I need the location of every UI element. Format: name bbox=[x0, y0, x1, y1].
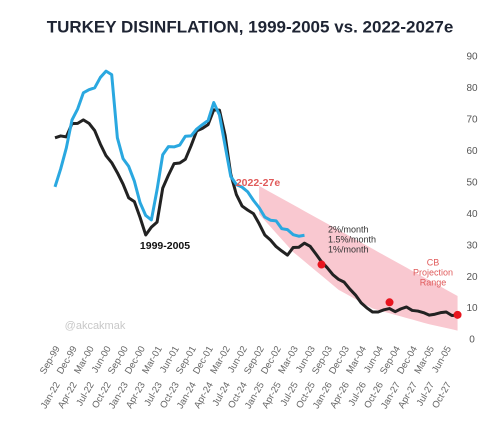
y-tick-label: 0 bbox=[469, 335, 475, 346]
y-tick-label: 70 bbox=[466, 115, 478, 126]
y-tick-label: 80 bbox=[466, 83, 478, 94]
y-tick-label: 40 bbox=[466, 209, 478, 220]
projection-band bbox=[259, 185, 458, 331]
series-line bbox=[54, 108, 458, 317]
y-tick-label: 20 bbox=[466, 272, 478, 283]
series-label: 2022-27e bbox=[236, 177, 281, 189]
cb-label: Range bbox=[420, 277, 447, 287]
y-tick-label: 50 bbox=[466, 177, 478, 188]
annotation: 2%/month bbox=[328, 224, 369, 234]
series-label: 1999-2005 bbox=[140, 240, 190, 252]
annotation: 1.5%/month bbox=[328, 234, 376, 244]
cb-point bbox=[453, 310, 462, 319]
series-line bbox=[53, 69, 305, 238]
cb-label: Projection bbox=[413, 267, 453, 277]
watermark: @akcakmak bbox=[65, 320, 126, 332]
y-tick-label: 90 bbox=[466, 52, 478, 63]
cb-point bbox=[317, 260, 326, 269]
cb-label: CB bbox=[427, 257, 440, 267]
cb-point bbox=[385, 298, 394, 307]
annotation: 1%/month bbox=[328, 244, 369, 254]
y-tick-label: 60 bbox=[466, 146, 478, 157]
y-tick-label: 10 bbox=[466, 303, 478, 314]
y-tick-label: 30 bbox=[466, 240, 478, 251]
chart-title: TURKEY DISINFLATION, 1999-2005 vs. 2022-… bbox=[47, 17, 454, 36]
